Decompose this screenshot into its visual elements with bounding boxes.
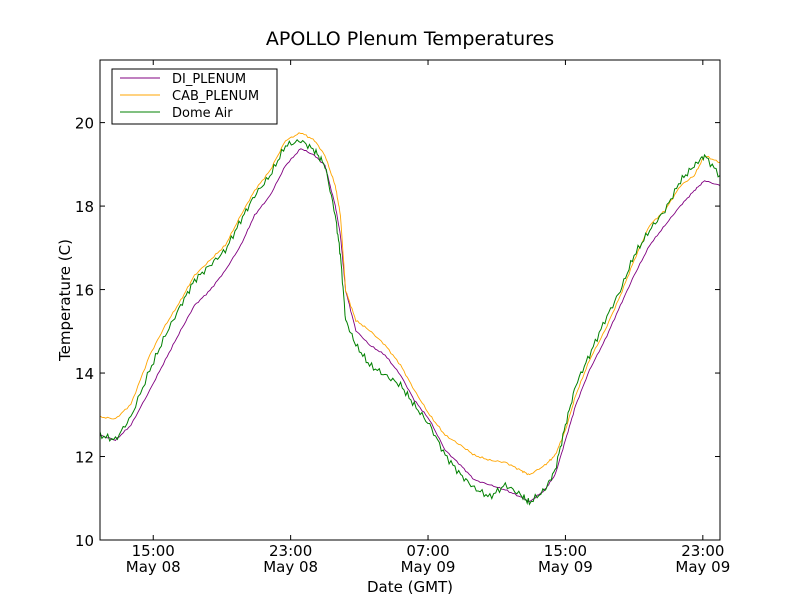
series-line-di-plenum xyxy=(99,148,721,503)
legend: DI_PLENUM CAB_PLENUM Dome Air xyxy=(111,68,278,125)
series-layer xyxy=(99,132,721,506)
x-tick-label-time: 15:00 xyxy=(132,542,175,560)
x-axis-label: Date (GMT) xyxy=(367,578,453,596)
y-tick-label: 20 xyxy=(75,115,94,133)
y-tick-label: 16 xyxy=(75,282,94,300)
plot-frame xyxy=(99,59,721,541)
legend-label: DI_PLENUM xyxy=(172,72,246,87)
legend-label: Dome Air xyxy=(172,106,233,121)
x-tick-label-date: May 08 xyxy=(126,558,181,576)
y-tick-label: 14 xyxy=(75,365,94,383)
legend-label: CAB_PLENUM xyxy=(172,89,259,104)
x-tick-label-date: May 08 xyxy=(263,558,318,576)
x-tick-label-time: 07:00 xyxy=(406,542,449,560)
series-line-dome-air xyxy=(99,139,721,506)
x-tick-label-time: 23:00 xyxy=(269,542,312,560)
chart-title: APOLLO Plenum Temperatures xyxy=(266,28,554,50)
y-tick-label: 18 xyxy=(75,198,94,216)
x-tick-label-time: 15:00 xyxy=(544,542,587,560)
y-tick-label: 10 xyxy=(75,532,94,550)
series-line-cab-plenum xyxy=(99,132,721,476)
x-tick-label-date: May 09 xyxy=(401,558,456,576)
y-axis-label: Temperature (C) xyxy=(56,239,74,362)
x-tick-label-date: May 09 xyxy=(675,558,730,576)
x-tick-label-date: May 09 xyxy=(538,558,593,576)
x-tick-label-time: 23:00 xyxy=(681,542,724,560)
y-tick-label: 12 xyxy=(75,449,94,467)
